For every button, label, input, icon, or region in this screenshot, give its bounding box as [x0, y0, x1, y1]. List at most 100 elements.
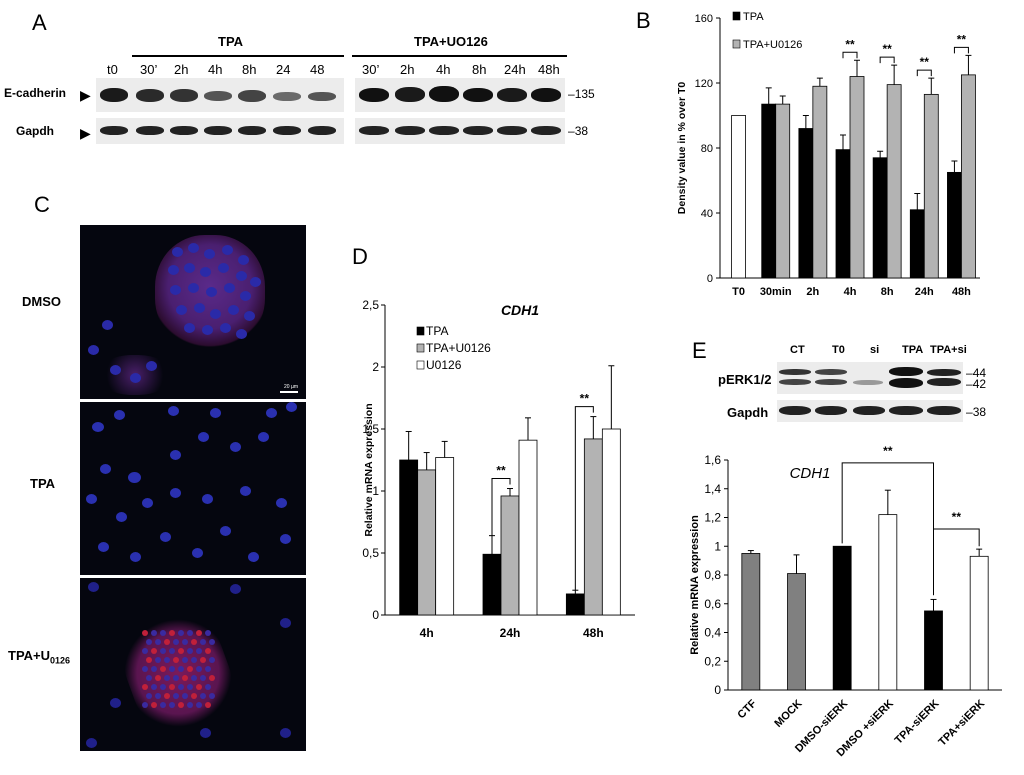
nucleus [220, 323, 231, 333]
lane-label: 24h [504, 62, 526, 77]
nucleus [182, 657, 188, 663]
nucleus [182, 693, 188, 699]
nucleus [164, 657, 170, 663]
y-tick-label: 120 [695, 78, 713, 90]
x-tick-label: 24h [500, 626, 521, 640]
legend-swatch [732, 11, 741, 21]
nucleus [224, 283, 235, 293]
nucleus [114, 410, 125, 420]
western-blot-gapdh-tpa-uo126 [355, 118, 565, 144]
x-tick-label: 48h [952, 286, 971, 298]
y-tick-label: 0,8 [704, 568, 721, 582]
nucleus [191, 675, 197, 681]
bar [872, 157, 888, 279]
nucleus [178, 684, 184, 690]
bar [731, 115, 746, 279]
y-tick-label: 0,4 [704, 626, 721, 640]
panel-label-c: C [34, 192, 50, 217]
panel-label-d: D [352, 244, 368, 269]
lane-label: t0 [107, 62, 118, 77]
y-tick-label: 1 [714, 539, 721, 553]
nucleus [182, 675, 188, 681]
nucleus [220, 526, 231, 536]
mw-marker-44: –44 [966, 366, 987, 380]
x-tick-label: TPA+siERK [936, 698, 987, 749]
nucleus [110, 365, 121, 375]
nucleus [160, 702, 166, 708]
nucleus [100, 464, 111, 474]
nucleus [151, 648, 157, 654]
nucleus [230, 442, 241, 452]
western-blot-ecadherin-tpa [96, 78, 344, 112]
significance-bracket [879, 56, 895, 64]
group-label-tpa-uo126: TPA+UO126 [414, 34, 488, 49]
bar [565, 593, 585, 616]
mw-marker-135: –135 [568, 87, 595, 101]
nucleus [200, 675, 206, 681]
nucleus [280, 618, 291, 628]
nucleus [209, 693, 215, 699]
nucleus [228, 305, 239, 315]
nucleus [280, 728, 291, 738]
bar [399, 459, 419, 616]
nucleus [218, 263, 229, 273]
nucleus [146, 693, 152, 699]
y-tick-label: 1 [372, 484, 379, 498]
nucleus [204, 249, 215, 259]
micrograph-tpa [80, 402, 306, 575]
bar [878, 514, 898, 691]
western-blot-perk [777, 362, 963, 394]
y-tick-label: 1,4 [704, 482, 721, 496]
bar [924, 610, 943, 691]
nucleus [266, 408, 277, 418]
nucleus [230, 584, 241, 594]
significance-bracket [953, 46, 969, 54]
significance-label: ** [952, 510, 962, 524]
x-tick-label: TPA-siERK [893, 698, 942, 747]
nucleus [205, 702, 211, 708]
nucleus [155, 693, 161, 699]
nucleus [200, 639, 206, 645]
nucleus [86, 738, 97, 748]
nucleus [191, 639, 197, 645]
nucleus [151, 684, 157, 690]
nucleus [88, 582, 99, 592]
nucleus [151, 702, 157, 708]
x-tick-label: MOCK [772, 698, 804, 730]
x-tick-label: 4h [844, 286, 857, 298]
significance-label: ** [580, 392, 590, 406]
nucleus [128, 472, 141, 483]
chart-title: CDH1 [790, 465, 831, 482]
nucleus [169, 648, 175, 654]
nucleus [286, 402, 297, 412]
nucleus [200, 728, 211, 738]
bar [947, 171, 962, 279]
nucleus [202, 494, 213, 504]
nucleus [202, 325, 213, 335]
lane-label: 30’ [140, 62, 158, 77]
y-tick-label: 0 [372, 608, 379, 622]
nucleus [187, 648, 193, 654]
bar [583, 438, 603, 616]
significance-label: ** [496, 464, 506, 478]
x-tick-label: 30min [760, 286, 792, 298]
bar [909, 209, 925, 279]
nucleus [164, 639, 170, 645]
scale-bar [280, 391, 298, 393]
nucleus [155, 639, 161, 645]
nucleus [155, 657, 161, 663]
bar [482, 553, 502, 616]
lane-label: T0 [832, 344, 845, 356]
nucleus [198, 432, 209, 442]
micrograph-dmso: 20 µm [80, 225, 306, 399]
bar [969, 555, 989, 691]
nucleus [173, 693, 179, 699]
y-tick-label: 2,5 [362, 298, 379, 312]
nucleus [200, 657, 206, 663]
arrow-right-icon: ▶ [80, 87, 91, 103]
nucleus [151, 630, 157, 636]
significance-label: ** [957, 32, 967, 46]
legend-swatch [732, 39, 741, 49]
y-tick-label: 40 [701, 208, 713, 220]
lane-label: TPA+si [930, 344, 967, 356]
